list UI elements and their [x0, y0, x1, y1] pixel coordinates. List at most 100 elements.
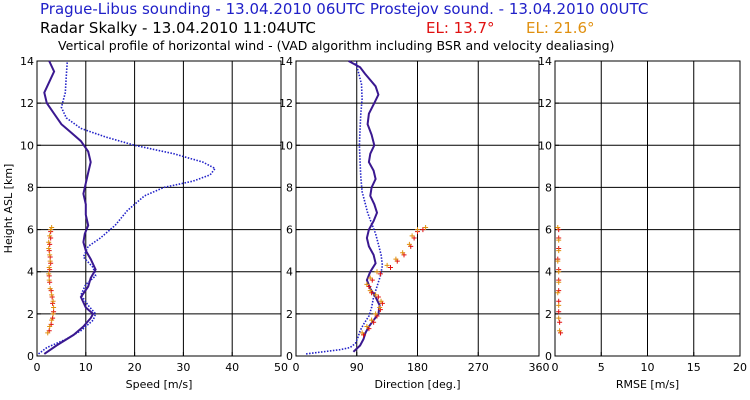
chart-subtitle: Vertical profile of horizontal wind - (V… — [58, 38, 615, 53]
rmse-point-el2 — [556, 248, 562, 254]
speed-point-el2 — [47, 286, 53, 292]
speed-ytick-label: 4 — [27, 266, 34, 279]
rmse-point-el2 — [556, 302, 562, 308]
speed-xtick-label: 0 — [34, 361, 41, 374]
direction-point-el2 — [393, 256, 399, 262]
speed-ytick-label: 0 — [27, 350, 34, 363]
rmse-point-el2 — [555, 224, 561, 230]
speed-point-el2 — [46, 239, 52, 245]
direction-ytick-label: 8 — [286, 181, 293, 194]
direction-point-el2 — [367, 275, 373, 281]
rmse-point-el2 — [555, 258, 561, 264]
rmse-xtick-label: 10 — [641, 361, 655, 374]
rmse-point-el1 — [557, 319, 563, 325]
direction-point-el2 — [367, 288, 373, 294]
rmse-xtick-label: 5 — [598, 361, 605, 374]
direction-point-el2 — [377, 305, 383, 311]
rmse-ytick-label: 14 — [538, 55, 552, 68]
rmse-point-el2 — [557, 328, 563, 334]
speed-xtick-label: 20 — [128, 361, 142, 374]
direction-point-el2 — [359, 330, 365, 336]
direction-point-el1 — [420, 227, 426, 233]
direction-point-el2 — [373, 292, 379, 298]
speed-point-el2 — [51, 305, 57, 311]
rmse-point-el2 — [555, 290, 561, 296]
rmse-ytick-label: 2 — [545, 308, 552, 321]
rmse-ytick-label: 6 — [545, 224, 552, 237]
direction-ytick-label: 6 — [286, 224, 293, 237]
speed-ytick-label: 10 — [20, 139, 34, 152]
speed-point-el2 — [45, 330, 51, 336]
rmse-ytick-label: 12 — [538, 97, 552, 110]
rmse-ytick-label: 4 — [545, 266, 552, 279]
direction-ytick-label: 12 — [279, 97, 293, 110]
speed-xtick-label: 10 — [79, 361, 93, 374]
direction-xtick-label: 180 — [407, 361, 428, 374]
rmse-xtick-label: 0 — [552, 361, 559, 374]
rmse-point-el1 — [556, 298, 562, 304]
direction-ytick-label: 4 — [286, 266, 293, 279]
direction-point-el1 — [377, 271, 383, 277]
rmse-point-el1 — [556, 309, 562, 315]
rmse-xlabel: RMSE [m/s] — [616, 378, 679, 391]
direction-xtick-label: 90 — [350, 361, 364, 374]
direction-point-el2 — [400, 250, 406, 256]
rmse-point-el2 — [556, 269, 562, 275]
rmse-point-el2 — [556, 237, 562, 243]
direction-point-el1 — [388, 265, 393, 270]
direction-point-el2 — [373, 311, 379, 317]
speed-point-el2 — [49, 292, 55, 298]
speed-ylabel: Height ASL [km] — [2, 164, 15, 254]
speed-frame — [36, 60, 282, 357]
speed-xlabel: Speed [m/s] — [126, 378, 193, 391]
chart-header: Prague-Libus sounding - 13.04.2010 06UTC… — [0, 0, 750, 60]
direction-point-el2 — [369, 317, 375, 323]
rmse-ytick-label: 0 — [545, 350, 552, 363]
speed-series-prague — [38, 60, 217, 355]
speed-point-el2 — [47, 252, 53, 258]
speed-ytick-label: 2 — [27, 308, 34, 321]
rmse-xtick-label: 20 — [733, 361, 747, 374]
speed-xtick-label: 50 — [274, 361, 288, 374]
direction-point-el2 — [423, 224, 429, 230]
speed-xtick-label: 40 — [225, 361, 239, 374]
rmse-xtick-label: 15 — [687, 361, 701, 374]
direction-point-el1 — [375, 294, 381, 300]
direction-point-el2 — [364, 281, 370, 287]
speed-ytick-label: 14 — [20, 55, 34, 68]
direction-xtick-label: 0 — [293, 361, 300, 374]
direction-xlabel: Direction [deg.] — [374, 378, 460, 391]
speed-ytick-label: 8 — [27, 181, 34, 194]
rmse-ytick-label: 8 — [545, 181, 552, 194]
rmse-ytick-label: 10 — [538, 139, 552, 152]
direction-ytick-label: 10 — [279, 139, 293, 152]
speed-point-el2 — [47, 324, 53, 329]
direction-xtick-label: 270 — [468, 361, 489, 374]
speed-ytick-label: 6 — [27, 224, 34, 237]
speed-xtick-label: 30 — [176, 361, 190, 374]
direction-point-el2 — [406, 241, 412, 247]
radar-title: Radar Skalky - 13.04.2010 11:04UTC — [40, 19, 316, 37]
rmse-point-el2 — [556, 315, 562, 321]
speed-series-prostejov — [43, 60, 97, 355]
direction-series-prague — [306, 60, 384, 355]
speed-point-el2 — [47, 258, 53, 264]
speed-point-el2 — [50, 298, 56, 304]
sounding-title: Prague-Libus sounding - 13.04.2010 06UTC… — [40, 0, 649, 18]
direction-ytick-label: 2 — [286, 308, 293, 321]
elevation-1-legend: EL: 13.7° — [426, 19, 495, 37]
speed-point-el2 — [49, 317, 55, 323]
speed-point-el2 — [46, 271, 52, 277]
direction-ytick-label: 14 — [279, 55, 293, 68]
direction-point-el2 — [415, 227, 420, 233]
direction-point-el2 — [384, 262, 390, 268]
speed-point-el2 — [50, 311, 56, 317]
speed-point-el2 — [46, 265, 52, 270]
direction-point-el2 — [374, 269, 380, 275]
speed-point-el2 — [46, 246, 52, 252]
speed-point-el2 — [47, 233, 53, 239]
direction-xtick-label: 360 — [529, 361, 550, 374]
rmse-point-el2 — [556, 279, 562, 285]
direction-point-el2 — [409, 233, 415, 239]
speed-point-el2 — [46, 277, 52, 283]
